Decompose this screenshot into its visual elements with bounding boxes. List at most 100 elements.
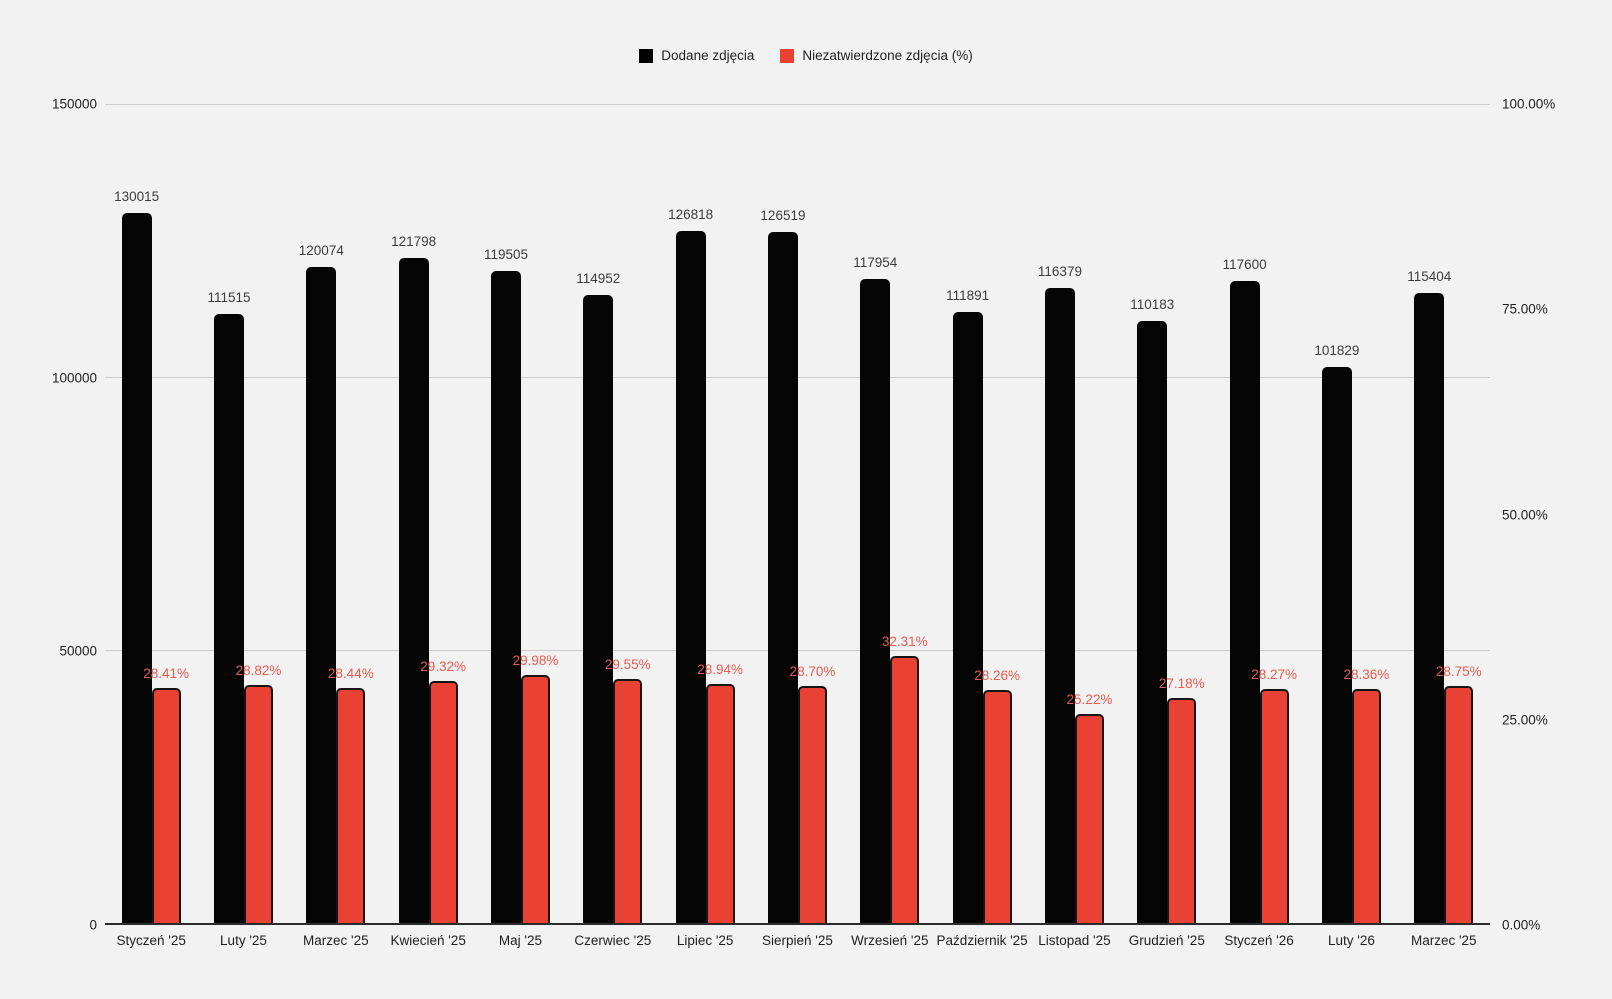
black-bar-value-label: 115404 [1407,268,1452,284]
bar-group: 119505 29.98% [474,104,566,923]
black-bar-value-label: 126519 [760,208,806,224]
red-bar[interactable] [1259,689,1289,923]
y-axis-tick-label: 100000 [51,370,97,386]
x-axis-tick-label: Marzec '25 [303,933,369,948]
x-axis-tick-label: Lipiec '25 [676,933,734,948]
red-bar-value-label: 32.31% [881,634,928,650]
legend-swatch-red [780,48,795,63]
red-bar-value-label: 25.22% [1066,692,1113,708]
bar-slot: 130015 [114,104,159,923]
bar-slot: 117954 [853,104,897,923]
bar-slot: 126519 [760,104,805,923]
red-bar[interactable] [1351,688,1381,923]
plot-area: 130015 28.41% 111515 28.82% 120074 28.44% 1217… [105,104,1490,925]
black-bar[interactable] [860,278,891,923]
black-bar-value-label: 114952 [576,271,621,287]
bar-slot: 28.82% [236,104,281,923]
x-axis-tick-label: Luty '25 [220,933,267,948]
black-bar[interactable] [583,295,614,923]
red-bar-value-label: 29.32% [420,658,467,674]
bar-group: 114952 29.55% [567,104,659,923]
black-bar[interactable] [1044,287,1075,923]
bar-slot: 25.22% [1067,104,1112,923]
black-bar-value-label: 116379 [1037,263,1082,279]
black-bar[interactable] [1321,367,1352,923]
black-bar[interactable] [121,213,152,923]
legend-label: Dodane zdjęcia [661,48,755,63]
bar-slot: 29.32% [420,104,466,923]
bar-group: 120074 28.44% [290,104,382,923]
bar-group: 110183 27.18% [1121,104,1213,923]
legend-item-niezatwierdzone-zdjecia[interactable]: Niezatwierdzone zdjęcia (%) [780,48,973,63]
bar-slot: 28.41% [143,104,189,923]
red-bar-value-label: 28.94% [697,661,744,677]
black-bar-value-label: 111891 [946,288,990,304]
red-bar[interactable] [890,656,920,923]
black-bar[interactable] [675,230,706,923]
legend-swatch-black [639,48,654,63]
x-axis-tick-label: Sierpień '25 [762,933,833,948]
bar-slot: 121798 [391,104,436,923]
black-bar[interactable] [767,232,798,923]
red-bar[interactable] [151,688,181,923]
bar-slot: 115404 [1407,104,1451,923]
black-bar[interactable] [398,257,429,923]
x-axis-tick-label: Luty '26 [1327,933,1375,948]
red-bar-value-label: 28.41% [143,666,190,682]
red-bar[interactable] [428,680,458,923]
black-bar[interactable] [1229,280,1260,923]
bar-group: 126818 28.94% [659,104,751,923]
bar-slot: 28.27% [1251,104,1297,923]
red-bar-value-label: 28.44% [327,666,374,682]
black-bar-value-label: 120074 [298,243,344,259]
x-axis-tick-label: Kwiecień '25 [390,933,466,948]
black-bar-value-label: 126818 [668,206,714,222]
red-bar-value-label: 29.55% [604,657,651,672]
bar-slot: 126818 [668,104,713,923]
red-bar[interactable] [613,679,643,923]
red-bar[interactable] [1074,714,1104,923]
bar-slot: 28.26% [974,104,1020,923]
red-bar[interactable] [520,675,550,923]
red-bar-value-label: 28.26% [974,667,1021,683]
black-bar[interactable] [306,267,337,923]
bar-group: 101829 28.36% [1305,104,1397,923]
y-axis-tick-label: 150000 [51,96,97,112]
left-y-axis: 150000 100000 50000 0 [0,97,97,933]
bar-group: 111515 28.82% [197,104,289,923]
y-axis-tick-label: 25.00% [1502,712,1548,728]
legend-item-dodane-zdjecia[interactable]: Dodane zdjęcia [639,48,754,63]
black-bar[interactable] [952,312,983,923]
red-bar[interactable] [705,683,735,923]
bar-slot: 28.70% [790,104,835,923]
red-bar[interactable] [797,685,827,923]
red-bar-value-label: 28.70% [789,663,836,679]
bar-group: 121798 29.32% [382,104,474,923]
red-bar[interactable] [243,684,273,923]
y-axis-tick-label: 100.00% [1502,96,1556,112]
bar-group: 117600 28.27% [1213,104,1305,923]
bar-slot: 32.31% [882,104,928,923]
black-bar[interactable] [1414,292,1445,923]
right-y-axis: 100.00% 75.00% 50.00% 25.00% 0.00% [1502,97,1610,933]
bar-slot: 120074 [299,104,344,923]
black-bar[interactable] [490,270,521,923]
black-bar[interactable] [213,314,244,923]
bar-slot: 28.44% [328,104,374,923]
y-axis-tick-label: 0.00% [1502,917,1541,933]
black-bar-value-label: 119505 [483,246,528,262]
red-bar[interactable] [1444,685,1474,923]
bar-group: 111891 28.26% [936,104,1028,923]
bar-slot: 114952 [576,104,620,923]
red-bar[interactable] [982,689,1012,923]
x-axis-tick-label: Styczeń '26 [1224,933,1294,948]
red-bar-value-label: 28.27% [1251,667,1297,683]
red-bar[interactable] [1167,698,1197,923]
gridline [105,104,1490,105]
red-bar[interactable] [336,688,366,923]
red-bar-value-label: 28.75% [1435,663,1482,679]
black-bar[interactable] [1137,321,1168,923]
bar-group: 126519 28.70% [751,104,843,923]
x-axis-tick-label: Wrzesień '25 [851,933,929,948]
